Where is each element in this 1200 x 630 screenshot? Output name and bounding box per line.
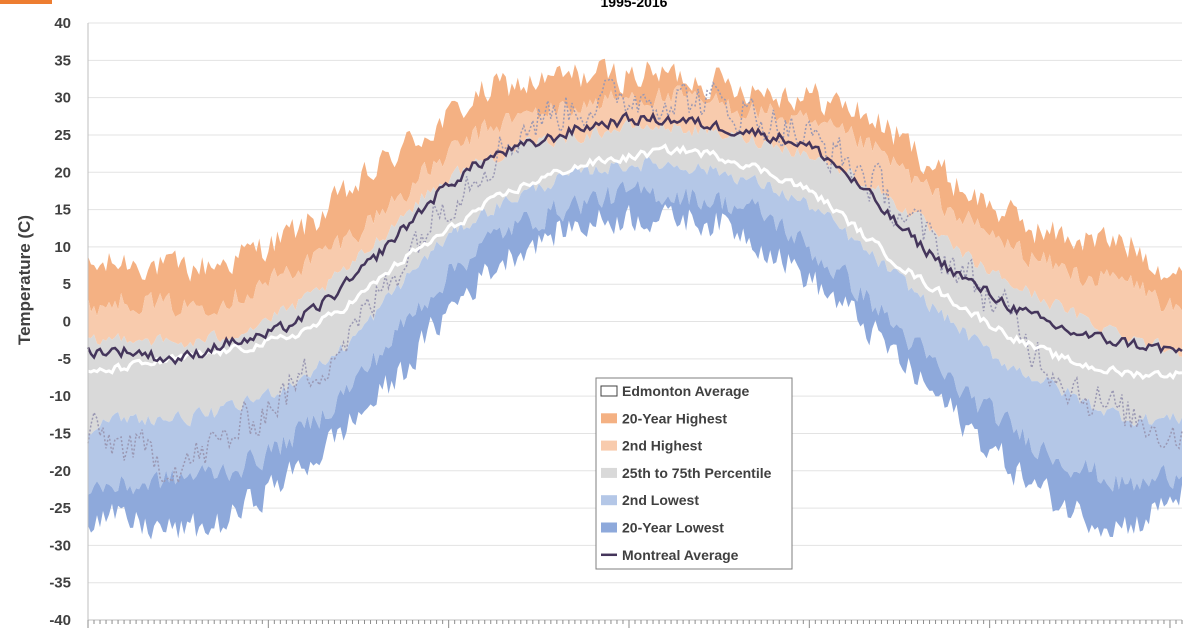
legend-label: 25th to 75th Percentile bbox=[622, 465, 772, 481]
header-accent-bar bbox=[0, 0, 52, 4]
legend-swatch-lowest bbox=[601, 522, 617, 533]
y-tick-label: 25 bbox=[54, 127, 71, 144]
temperature-bands bbox=[88, 58, 1182, 540]
edmonton-average-line bbox=[87, 143, 1183, 381]
band-2nd-lowest bbox=[88, 156, 1182, 495]
y-tick-label: 15 bbox=[54, 202, 71, 219]
montreal-average-line bbox=[86, 111, 1183, 366]
legend-label: Montreal Average bbox=[622, 547, 739, 563]
dotted-series-line bbox=[87, 77, 1183, 484]
series-lines bbox=[86, 77, 1183, 484]
y-tick-label: -35 bbox=[49, 575, 71, 592]
y-tick-label: -10 bbox=[49, 388, 71, 405]
band-20-year-lowest bbox=[88, 180, 1182, 540]
y-tick-label: -5 bbox=[58, 351, 71, 368]
legend-box bbox=[595, 377, 793, 570]
legend-swatch-edmonton bbox=[600, 385, 618, 397]
legend-swatch-second-highest bbox=[601, 440, 617, 451]
y-tick-label: 10 bbox=[54, 239, 71, 256]
legend-swatch-highest bbox=[601, 413, 617, 424]
legend-swatch-percentile bbox=[601, 467, 617, 478]
y-tick-label: 0 bbox=[63, 314, 71, 331]
y-tick-label: 30 bbox=[54, 90, 71, 107]
band-25th-75th-percentile bbox=[88, 118, 1182, 435]
y-tick-label: -25 bbox=[49, 500, 71, 517]
legend-label: 2nd Lowest bbox=[622, 492, 699, 508]
y-tick-label: -15 bbox=[49, 425, 71, 442]
legend-label: 20-Year Lowest bbox=[622, 520, 724, 536]
y-tick-label: 20 bbox=[54, 164, 71, 181]
legend-label: 2nd Highest bbox=[622, 438, 702, 454]
y-tick-label: -40 bbox=[49, 612, 71, 629]
chart-title: 1995-2016 bbox=[601, 0, 668, 10]
band-2nd-highest bbox=[88, 85, 1182, 357]
y-tick-label: 40 bbox=[54, 15, 71, 32]
y-tick-label: 5 bbox=[63, 276, 71, 293]
legend: Edmonton Average 20-Year Highest 2nd Highe… bbox=[595, 377, 793, 570]
y-tick-label: 35 bbox=[54, 52, 71, 69]
legend-label: Edmonton Average bbox=[622, 383, 750, 399]
band-20-year-highest bbox=[88, 58, 1182, 317]
legend-swatch-second-lowest bbox=[601, 495, 617, 506]
y-tick-label: -30 bbox=[49, 537, 71, 554]
y-tick-label: -20 bbox=[49, 463, 71, 480]
y-axis-title: Temperature (C) bbox=[15, 215, 34, 345]
legend-label: 20-Year Highest bbox=[622, 410, 727, 426]
axes: 40 35 30 25 20 15 10 5 0 -5 -10 -15 -20 -25 -30 -35 -40 bbox=[49, 15, 1183, 629]
